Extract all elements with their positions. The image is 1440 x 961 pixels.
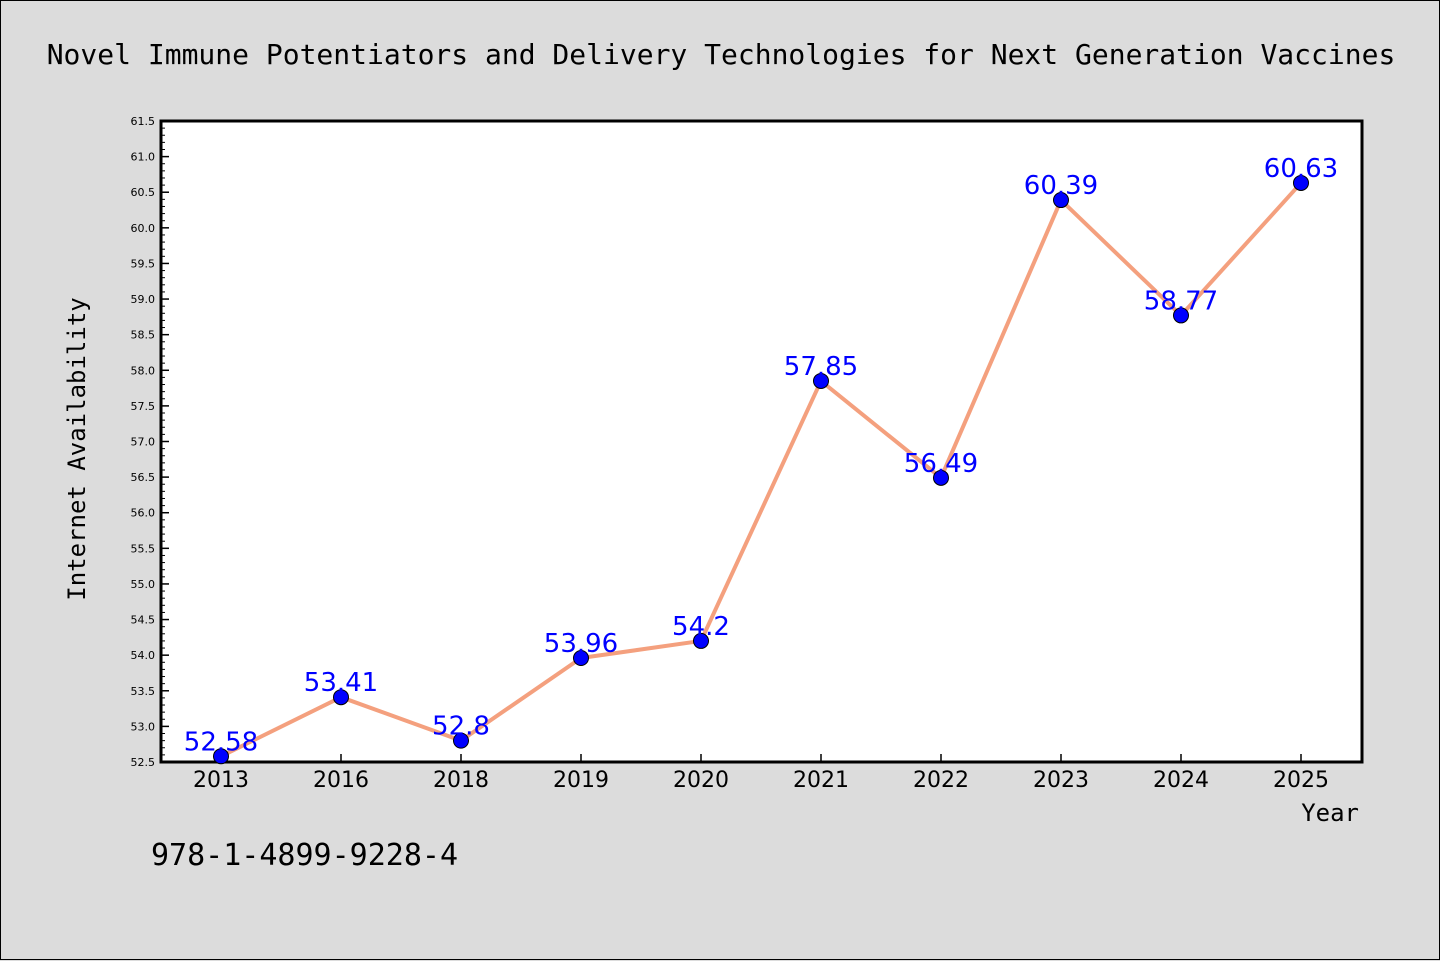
x-axis-label: Year xyxy=(1301,799,1359,827)
markers-group xyxy=(213,174,1309,765)
chart-title: Novel Immune Potentiators and Delivery T… xyxy=(47,38,1396,71)
y-axis-ticks: 52.5 53.0 53.5 54.0 54.5 55.0 55.5 56.0 56.5 57.0… xyxy=(131,115,169,769)
x-tick-label: 2023 xyxy=(1033,768,1089,793)
y-tick-label: 53.0 xyxy=(131,720,156,733)
y-tick-label: 60.0 xyxy=(131,222,156,235)
data-label: 60.39 xyxy=(1024,171,1098,201)
x-axis-ticks: 2013 2016 2018 2019 2020 2021 2022 2023 2024 2025 xyxy=(193,754,1329,793)
x-tick-label: 2021 xyxy=(793,768,849,793)
y-tick-label: 57.0 xyxy=(131,436,156,449)
data-point-marker xyxy=(573,650,589,667)
y-tick-label: 55.0 xyxy=(131,578,156,591)
data-point-marker xyxy=(213,748,229,765)
y-tick-label: 54.0 xyxy=(131,649,156,662)
y-tick-label: 54.5 xyxy=(131,614,156,627)
x-tick-label: 2025 xyxy=(1273,768,1329,793)
y-tick-label: 56.0 xyxy=(131,507,156,520)
series-line-group xyxy=(219,180,1303,759)
y-axis-label: Internet Availability xyxy=(63,297,91,600)
series-line xyxy=(219,180,1303,759)
data-point-marker xyxy=(693,632,709,649)
data-point-marker xyxy=(1053,192,1069,209)
y-tick-label: 52.5 xyxy=(131,756,156,769)
data-point-marker xyxy=(1293,174,1309,191)
x-tick-label: 2013 xyxy=(193,768,249,793)
y-tick-label: 61.0 xyxy=(131,151,156,164)
data-label: 53.41 xyxy=(304,668,378,698)
data-label: 60.63 xyxy=(1264,154,1338,184)
y-tick-label: 61.5 xyxy=(131,115,156,128)
x-tick-label: 2016 xyxy=(313,768,369,793)
y-tick-label: 56.5 xyxy=(131,471,156,484)
y-tick-label: 60.5 xyxy=(131,186,156,199)
y-tick-label: 57.5 xyxy=(131,400,156,413)
plot-area xyxy=(159,119,1364,764)
data-label: 57.85 xyxy=(784,352,858,382)
data-labels-group: 52.58 53.41 52.8 53.96 54.2 57.85 56.49 60.39 58… xyxy=(184,154,1338,757)
data-point-marker xyxy=(933,469,949,486)
y-tick-label: 59.5 xyxy=(131,257,156,270)
x-tick-label: 2020 xyxy=(673,768,729,793)
data-label: 53.96 xyxy=(544,629,618,659)
y-tick-label: 58.5 xyxy=(131,329,156,342)
data-label: 58.77 xyxy=(1144,286,1218,316)
data-label: 52.8 xyxy=(432,712,490,742)
y-tick-label: 53.5 xyxy=(131,685,156,698)
data-point-marker xyxy=(333,689,349,706)
data-point-marker xyxy=(453,732,469,749)
y-tick-label: 58.0 xyxy=(131,364,156,377)
y-tick-label: 55.5 xyxy=(131,542,156,555)
y-tick-label: 59.0 xyxy=(131,293,156,306)
x-tick-label: 2022 xyxy=(913,768,969,793)
data-point-marker xyxy=(813,372,829,389)
data-label: 54.2 xyxy=(672,612,730,642)
data-label: 52.58 xyxy=(184,727,258,757)
isbn-text: 978-1-4899-9228-4 xyxy=(151,838,458,873)
x-tick-label: 2024 xyxy=(1153,768,1209,793)
data-label: 56.49 xyxy=(904,449,978,479)
x-tick-label: 2018 xyxy=(433,768,489,793)
data-point-marker xyxy=(1173,307,1189,324)
x-tick-label: 2019 xyxy=(553,768,609,793)
